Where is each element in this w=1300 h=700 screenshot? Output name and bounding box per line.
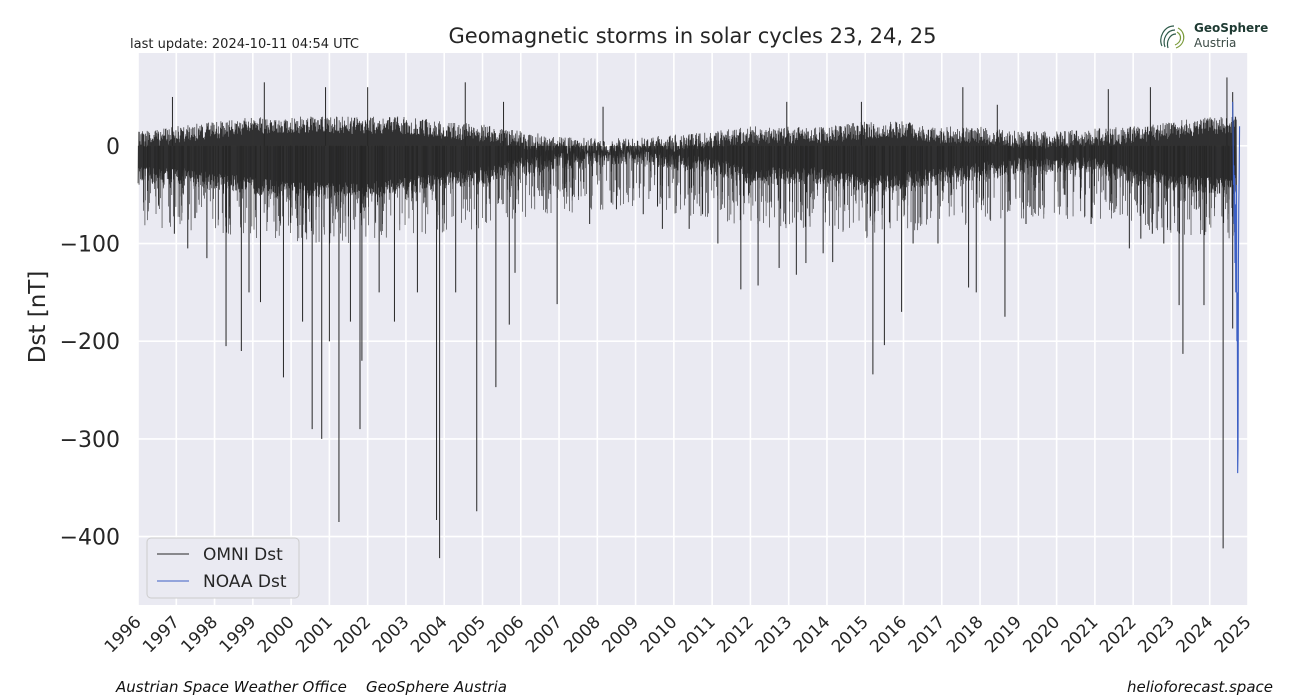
x-tick-label: 2014 (790, 612, 835, 657)
x-tick-label: 2025 (1211, 612, 1256, 657)
y-axis-ticks: 0 −100 −200 −300 −400 (60, 135, 120, 551)
x-tick-label: 2022 (1096, 612, 1141, 657)
y-tick-label: −400 (60, 526, 120, 551)
x-tick-label: 2020 (1019, 612, 1064, 657)
legend-label-omni: OMNI Dst (203, 545, 283, 565)
noaa-dst-series (1232, 101, 1241, 474)
x-tick-label: 2001 (292, 612, 337, 657)
last-update-label: last update: 2024-10-11 04:54 UTC (130, 37, 359, 52)
logo-text-austria: Austria (1194, 36, 1237, 50)
footer-geosphere-label: GeoSphere Austria (366, 678, 507, 696)
x-tick-label: 2011 (675, 612, 720, 657)
chart-title: Geomagnetic storms in solar cycles 23, 2… (448, 24, 937, 48)
x-tick-label: 2012 (713, 612, 758, 657)
x-tick-label: 2015 (828, 612, 873, 657)
x-tick-label: 2018 (943, 612, 988, 657)
y-tick-label: −200 (60, 330, 120, 355)
x-tick-label: 1999 (216, 612, 261, 657)
x-tick-label: 2013 (751, 612, 796, 657)
y-tick-label: 0 (106, 135, 120, 160)
x-tick-label: 2009 (598, 612, 643, 657)
geosphere-swirl-icon (1160, 25, 1185, 49)
x-tick-label: 2006 (484, 612, 529, 657)
omni-dst-series (137, 77, 1237, 559)
x-tick-label: 2003 (369, 612, 414, 657)
x-axis-ticks: 1996199719981999200020012002200320042005… (101, 612, 1256, 657)
legend-label-noaa: NOAA Dst (203, 572, 287, 592)
x-tick-label: 1998 (177, 612, 222, 657)
x-tick-label: 2021 (1058, 612, 1103, 657)
x-tick-label: 2004 (407, 612, 452, 657)
x-tick-label: 1996 (101, 612, 146, 657)
omni-dst-line (137, 116, 1237, 200)
x-tick-label: 2005 (445, 612, 490, 657)
logo-text-geosphere: GeoSphere (1194, 21, 1269, 35)
x-tick-label: 2010 (637, 612, 682, 657)
x-tick-label: 2019 (981, 612, 1026, 657)
x-tick-label: 1997 (139, 612, 184, 657)
noaa-dst-line (1232, 101, 1241, 474)
x-tick-label: 2007 (522, 612, 567, 657)
y-axis-label: Dst [nT] (25, 271, 51, 364)
x-tick-label: 2016 (866, 612, 911, 657)
footer-website-label: helioforecast.space (1126, 678, 1273, 696)
geosphere-logo: GeoSphere Austria (1156, 20, 1276, 54)
x-tick-label: 2023 (1134, 612, 1179, 657)
y-tick-label: −300 (60, 428, 120, 453)
x-tick-label: 2017 (905, 612, 950, 657)
x-tick-label: 2024 (1173, 612, 1218, 657)
x-tick-label: 2000 (254, 612, 299, 657)
x-tick-label: 2008 (560, 612, 605, 657)
x-tick-label: 2002 (330, 612, 375, 657)
legend-box (146, 537, 300, 599)
y-tick-label: −100 (60, 233, 120, 258)
footer-office-label: Austrian Space Weather Office (116, 678, 347, 696)
legend: OMNI Dst NOAA Dst (146, 537, 300, 599)
